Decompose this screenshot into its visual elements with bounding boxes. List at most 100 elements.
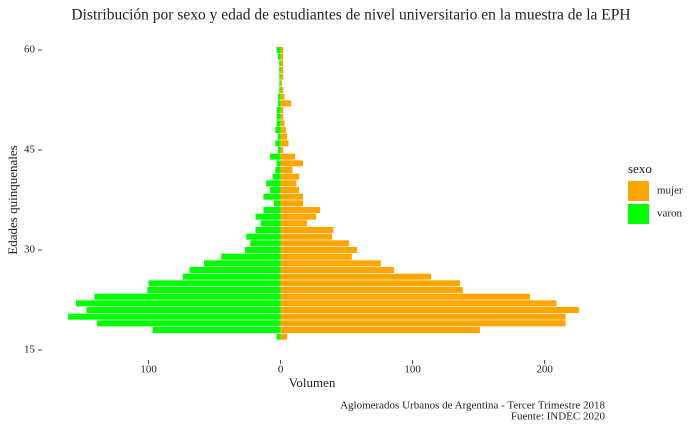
- bar: [277, 53, 281, 60]
- bar: [75, 300, 281, 307]
- bar: [244, 247, 281, 253]
- bar: [148, 280, 281, 287]
- bar: [272, 173, 281, 180]
- bar: [280, 320, 566, 327]
- legend-label: varon: [657, 208, 683, 220]
- bar: [280, 153, 296, 160]
- bar: [280, 247, 358, 253]
- bar: [97, 320, 281, 327]
- bar: [279, 87, 281, 93]
- legend-key: [628, 181, 649, 201]
- bar: [147, 287, 281, 293]
- bar: [279, 80, 281, 87]
- bar: [204, 260, 281, 267]
- bar: [280, 187, 300, 193]
- bar: [276, 120, 281, 127]
- bar: [280, 327, 480, 333]
- bar: [277, 133, 281, 140]
- bar: [280, 73, 284, 80]
- bar: [68, 313, 281, 320]
- bar: [277, 100, 281, 107]
- bar: [280, 87, 284, 93]
- bar: [246, 233, 281, 240]
- bar: [275, 140, 281, 147]
- y-axis-title: Edades quinquenales: [5, 145, 20, 254]
- bar: [280, 107, 284, 113]
- bar: [276, 47, 281, 53]
- bar: [279, 60, 281, 67]
- bar: [280, 133, 288, 140]
- bar: [182, 273, 281, 280]
- bar: [280, 227, 334, 233]
- x-axis-title: Volumen: [289, 375, 336, 390]
- bar: [276, 333, 281, 340]
- bar: [250, 240, 281, 247]
- bar: [277, 93, 281, 100]
- bar: [280, 173, 300, 180]
- bar: [280, 293, 531, 300]
- bar: [280, 233, 333, 240]
- bar: [280, 273, 432, 280]
- x-tick-label: 200: [536, 364, 553, 376]
- legend-label: mujer: [657, 185, 683, 197]
- bar: [280, 147, 284, 153]
- legend-key: [628, 204, 649, 224]
- bar: [279, 73, 281, 80]
- bar: [86, 307, 281, 313]
- bar: [280, 193, 304, 200]
- bar: [273, 200, 281, 207]
- bar: [280, 213, 317, 220]
- bar: [280, 80, 282, 87]
- bar: [275, 127, 281, 133]
- bar: [280, 207, 321, 213]
- bar: [266, 180, 281, 187]
- caption: Aglomerados Urbanos de Argentina - Terce…: [340, 400, 605, 412]
- bar: [280, 260, 381, 267]
- y-tick-label: 45: [24, 144, 36, 156]
- bar: [280, 200, 304, 207]
- bar: [263, 207, 281, 213]
- bar: [280, 60, 284, 67]
- bar: [280, 240, 350, 247]
- y-tick-label: 30: [24, 244, 36, 256]
- bar: [189, 267, 281, 273]
- bar: [255, 213, 281, 220]
- x-tick-label: 100: [404, 364, 421, 376]
- bar: [280, 253, 352, 260]
- bar: [270, 187, 281, 193]
- bar: [280, 127, 286, 133]
- bar: [152, 327, 281, 333]
- x-tick-label: 0: [278, 364, 284, 376]
- bar: [255, 227, 281, 233]
- chart-title: Distribución por sexo y edad de estudian…: [71, 7, 630, 24]
- bar: [276, 107, 281, 113]
- bar: [270, 153, 281, 160]
- bar: [280, 93, 285, 100]
- bar: [279, 67, 281, 73]
- x-tick-label: 100: [140, 364, 157, 376]
- bar: [221, 253, 281, 260]
- bar: [280, 280, 461, 287]
- y-tick-label: 60: [24, 44, 36, 56]
- bar: [280, 267, 395, 273]
- bar: [280, 220, 307, 227]
- bar: [280, 333, 288, 340]
- bar: [94, 293, 281, 300]
- bar: [276, 113, 281, 120]
- bar: [280, 313, 566, 320]
- bar: [280, 47, 284, 53]
- legend-title: sexo: [628, 161, 652, 176]
- bar: [280, 140, 289, 147]
- bar: [277, 147, 281, 153]
- bar: [276, 160, 281, 167]
- bar: [280, 67, 284, 73]
- caption: Fuente: INDEC 2020: [511, 411, 606, 423]
- bar: [280, 300, 557, 307]
- bar: [280, 167, 293, 173]
- bar: [275, 167, 281, 173]
- bar: [280, 287, 463, 293]
- bar: [280, 160, 304, 167]
- bar: [280, 113, 284, 120]
